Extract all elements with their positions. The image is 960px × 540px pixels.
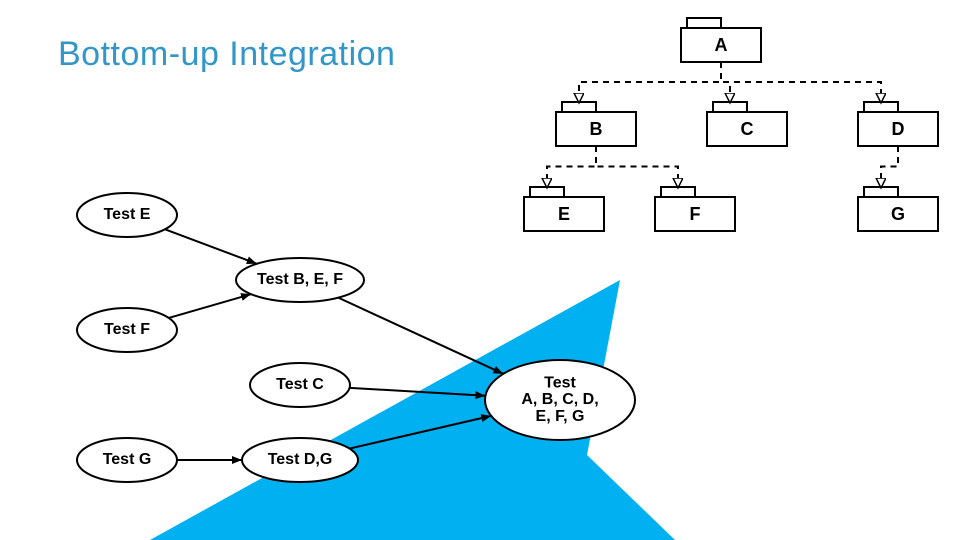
svg-text:Test D,G: Test D,G xyxy=(268,451,333,468)
flow-edge-TF-TBEF xyxy=(169,294,251,318)
svg-text:F: F xyxy=(690,204,701,224)
test-node-tbef: Test B, E, F xyxy=(236,258,364,302)
module-a: A xyxy=(681,18,761,62)
svg-text:G: G xyxy=(891,204,905,224)
svg-text:E: E xyxy=(558,204,570,224)
module-b: B xyxy=(556,102,636,146)
svg-text:Test F: Test F xyxy=(104,321,150,338)
svg-text:Test G: Test G xyxy=(103,451,152,468)
module-d: D xyxy=(858,102,938,146)
svg-text:D: D xyxy=(892,119,905,139)
hier-edge-B-F xyxy=(596,146,678,187)
test-node-tg: Test G xyxy=(77,438,177,482)
test-node-tc: Test C xyxy=(250,363,350,407)
svg-text:B: B xyxy=(590,119,603,139)
svg-text:A: A xyxy=(715,35,728,55)
hier-edge-B-E xyxy=(547,146,596,187)
stage: Bottom-up Integration ABCDEFGTest ETest … xyxy=(0,0,960,540)
module-e: E xyxy=(524,187,604,231)
svg-text:E, F, G: E, F, G xyxy=(536,408,585,425)
hier-edge-A-B xyxy=(579,62,721,102)
flow-edge-TE-TBEF xyxy=(165,229,257,263)
flow-edge-TBEF-TALL xyxy=(338,298,503,374)
module-f: F xyxy=(655,187,735,231)
test-node-tdg: Test D,G xyxy=(242,438,358,482)
hier-edge-A-D xyxy=(721,62,881,102)
svg-text:Test E: Test E xyxy=(104,206,151,223)
test-node-tf: Test F xyxy=(77,308,177,352)
test-node-te: Test E xyxy=(77,193,177,237)
hier-edge-D-G xyxy=(881,146,898,187)
svg-text:Test: Test xyxy=(544,374,576,391)
module-g: G xyxy=(858,187,938,231)
svg-text:C: C xyxy=(741,119,754,139)
diagram-svg: A B C D E F G Test E Test B, E, F Test F Test C Tes… xyxy=(0,0,960,540)
svg-text:Test B, E, F: Test B, E, F xyxy=(257,271,343,288)
svg-text:A, B, C, D,: A, B, C, D, xyxy=(521,391,598,408)
test-node-tall: TestA, B, C, D,E, F, G xyxy=(485,360,635,440)
svg-text:Test C: Test C xyxy=(276,376,324,393)
module-c: C xyxy=(707,102,787,146)
